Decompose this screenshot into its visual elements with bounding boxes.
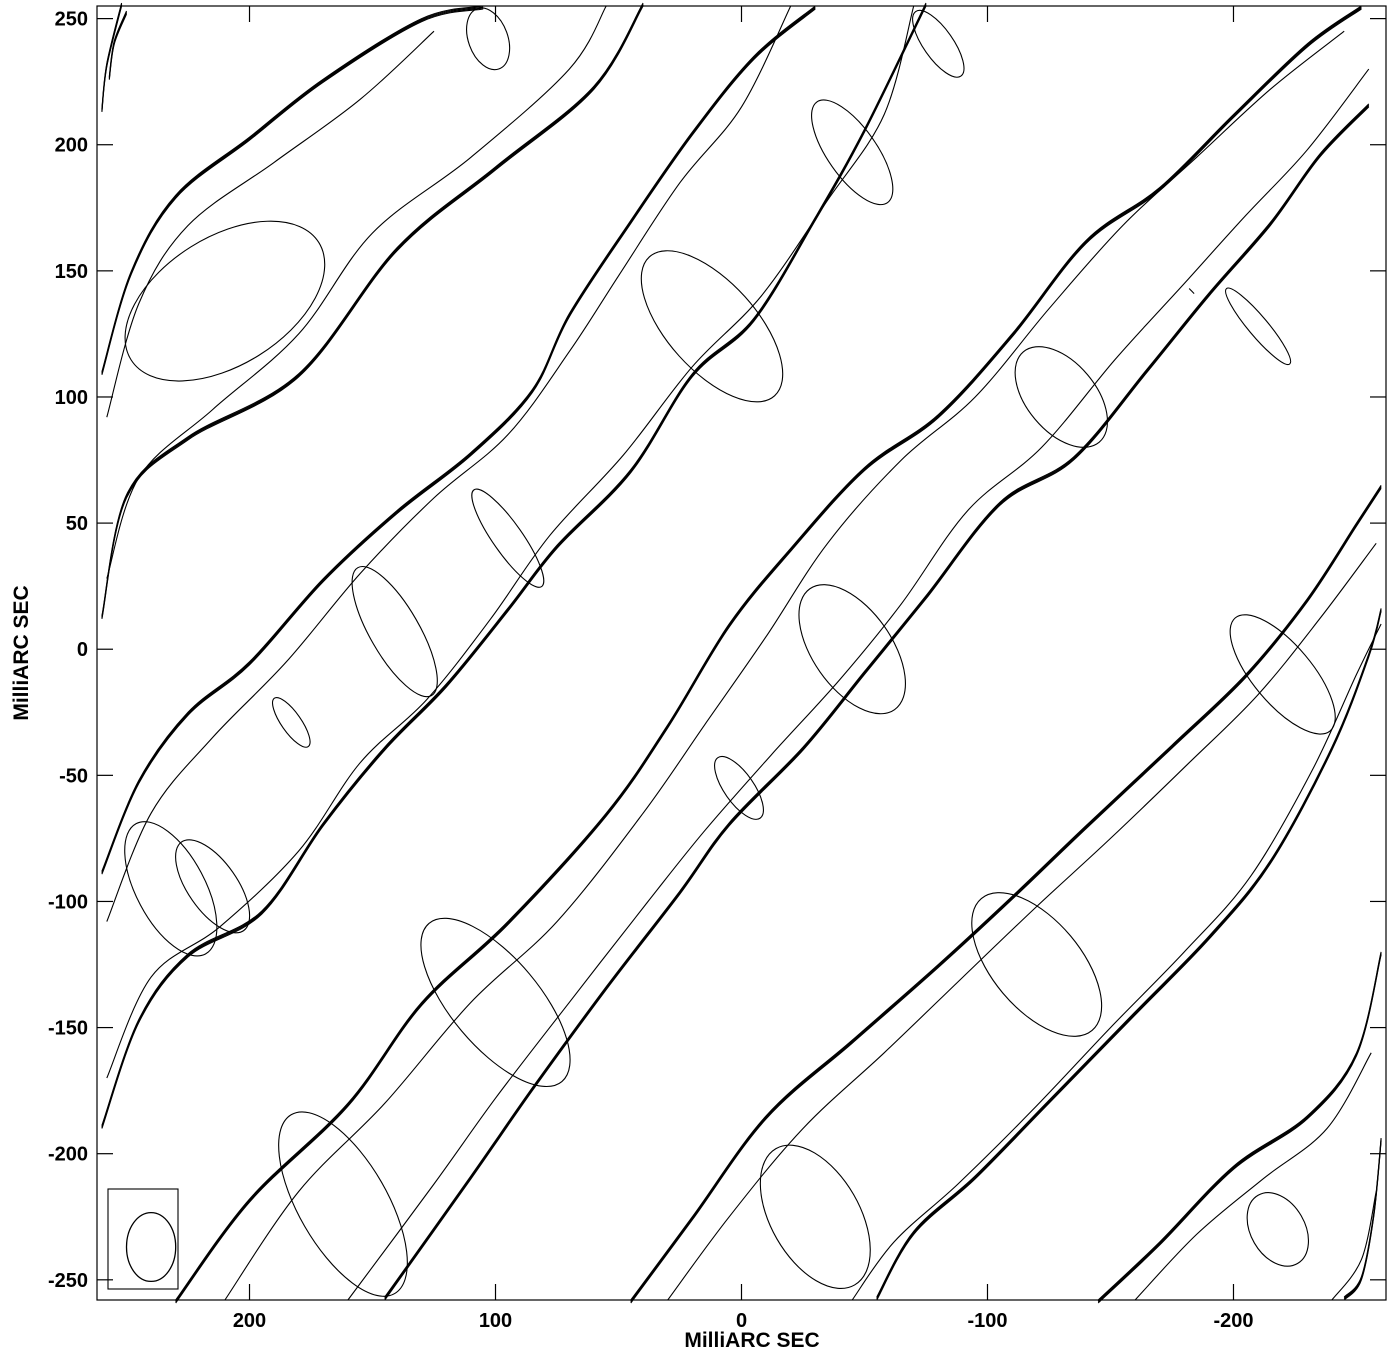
fringe-3-peak-contour-5: [811, 99, 894, 206]
fringe-1-upper-edge-contour-4: [108, 13, 128, 80]
fringe-4-lower-edge-contour-1: [384, 106, 1370, 1301]
fringe-3-lower-edge-contour-1: [101, 5, 927, 1129]
fringe-4-upper-edge-contour-2: [175, 6, 1362, 1302]
fringe-2-lower-edge-contour-1: [101, 5, 644, 620]
fringe-1-lower-edge-contour-4: [101, 2, 123, 109]
fringe-4-peak-contour-2: [420, 917, 571, 1088]
fringe-5: [630, 484, 1382, 1304]
fringe-5-peak-contour-1: [759, 1144, 871, 1290]
x-tick-label: 100: [479, 1310, 512, 1332]
x-tick-label: 200: [233, 1310, 266, 1332]
fringe-3-upper-edge-contour-2: [101, 6, 816, 873]
y-tick-label: -50: [59, 765, 88, 787]
fringe-2-upper-edge-contour-1: [101, 5, 484, 372]
fringe-contours: [101, 2, 1382, 1304]
tick-labels: 200 100 0 -100 -200 250 200 150 100 50 0 -50 -100 -15…: [48, 9, 1254, 1332]
fringe-6-inner-contour-2: [1331, 1191, 1377, 1301]
fringe-2-peak-contour-2: [466, 7, 511, 71]
beam-box: [107, 1188, 179, 1290]
y-tick-label: 200: [55, 135, 88, 157]
fringe-3-inner-contour-1: [106, 5, 792, 922]
fringe-4: [175, 5, 1370, 1304]
fringe-5-inner-contour-1: [667, 542, 1377, 1301]
fringe-6-upper-edge-contour-2: [1097, 952, 1382, 1302]
y-tick-label: -250: [48, 1270, 88, 1292]
fringe-4-peak-contour-1: [278, 1111, 408, 1297]
fringe-4-inner-contour-2: [347, 68, 1370, 1301]
y-tick-label: 150: [55, 261, 88, 283]
fringe-3-peak-contour-2: [351, 565, 438, 698]
fringe-3-upper-edge-contour-3: [101, 7, 816, 874]
fringe-4-lower-edge-contour-3: [384, 104, 1370, 1299]
fringe-3-peak-contour-6: [912, 9, 965, 78]
y-tick-label: 250: [55, 9, 88, 31]
fringe-3-peak-contour-4: [640, 250, 784, 403]
fringe-4-peak-contour-5: [1225, 287, 1292, 366]
x-tick-label: -100: [967, 1310, 1007, 1332]
y-tick-label: -200: [48, 1144, 88, 1166]
fringe-4-peak-contour-3: [798, 584, 906, 715]
y-tick-label: -150: [48, 1018, 88, 1040]
fringe-6-peak-contour-1: [1246, 1192, 1309, 1267]
fringe-3-lower-edge-contour-3: [101, 3, 927, 1127]
axis-ticks: [97, 6, 1386, 1300]
fringe-2-lower-edge-contour-3: [101, 3, 644, 618]
fringe-3-peak-contour-1: [124, 821, 218, 957]
fringe-4-lower-edge-contour-4: [384, 103, 1370, 1298]
fringe-4-upper-edge-contour-1: [175, 5, 1362, 1301]
fringe-6-upper-edge-contour-1: [1097, 951, 1382, 1301]
fringe-3-peak-contour-3: [471, 488, 545, 588]
fringe-4-inner-contour-1: [224, 30, 1345, 1301]
fringe-3-inner-contour-2: [106, 5, 915, 1079]
fringe-2-lower-edge-contour-2: [101, 4, 644, 619]
x-tick-label: 0: [736, 1310, 747, 1332]
fringe-4-lower-edge-contour-2: [384, 105, 1370, 1300]
fringe-4-peak-contour-4: [1014, 346, 1109, 448]
fringe-5-lower-edge-contour-4: [876, 608, 1382, 1298]
fringe-5-peak-contour-2: [971, 892, 1103, 1037]
fringe-3-upper-edge-contour-1: [101, 5, 816, 872]
fringe-3-peak-contour-7: [272, 697, 311, 748]
fringe-4-upper-edge-contour-4: [175, 8, 1362, 1304]
fringe-6-inner-contour-1: [1134, 1052, 1372, 1301]
fringe-3-peak-contour-8: [175, 839, 251, 934]
beam-ellipse: [125, 1211, 177, 1283]
fringe-5-inner-contour-2: [851, 623, 1382, 1301]
plot-frame: [96, 5, 1387, 1301]
fringe-3-upper-edge-contour-4: [101, 8, 816, 875]
x-tick-label: -200: [1213, 1310, 1253, 1332]
fringe-5-upper-edge-contour-1: [630, 484, 1382, 1301]
fringe-2: [101, 2, 644, 620]
y-tick-label: 50: [66, 513, 88, 535]
fringe-5-upper-edge-contour-3: [630, 486, 1382, 1303]
peak-contours: [124, 7, 1336, 1297]
fringe-5-upper-edge-contour-4: [630, 487, 1382, 1304]
fringe-2-lower-edge-contour-4: [101, 2, 644, 617]
fringe-6-lower-edge-contour-4: [1343, 1138, 1382, 1298]
fringe-4-peak-contour-6: [714, 755, 764, 820]
fringe-2-peak-contour-1: [124, 220, 326, 382]
noise-contour: [1188, 288, 1195, 294]
y-tick-label: 0: [77, 639, 88, 661]
y-tick-label: 100: [55, 387, 88, 409]
fringe-2-inner-contour-1: [106, 30, 435, 418]
fringe-4-upper-edge-contour-3: [175, 7, 1362, 1303]
fringe-6-upper-edge-contour-4: [1097, 954, 1382, 1304]
beam-inset: [107, 1188, 179, 1290]
x-axis-title: MilliARC SEC: [684, 1329, 819, 1352]
y-axis-title: MilliARC SEC: [10, 585, 33, 720]
fringe-3-lower-edge-contour-2: [101, 4, 927, 1128]
fringe-5-peak-contour-3: [1229, 614, 1336, 735]
fringe-6: [1097, 951, 1382, 1304]
fringe-5-upper-edge-contour-2: [630, 485, 1382, 1302]
fringe-2-inner-contour-2: [106, 5, 607, 579]
fringe-2-upper-edge-contour-4: [101, 8, 484, 375]
fringe-1: [101, 2, 128, 112]
y-tick-label: -100: [48, 891, 88, 913]
fringe-3: [101, 2, 927, 1129]
